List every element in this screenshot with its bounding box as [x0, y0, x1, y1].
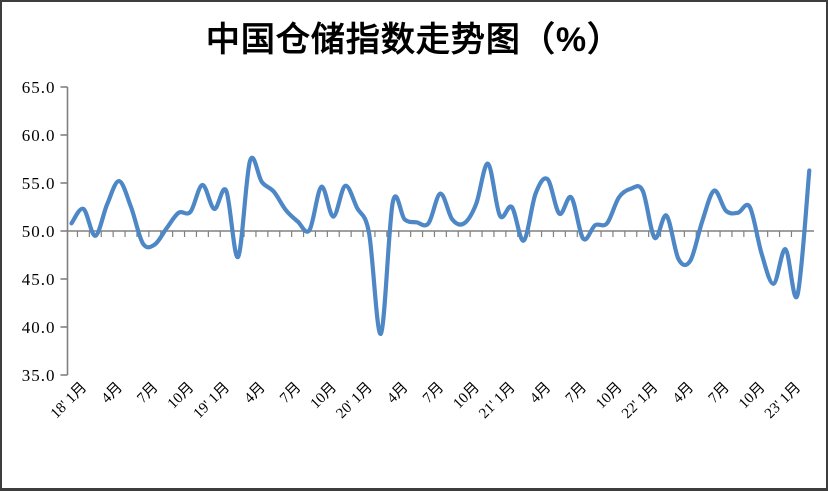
- x-axis-label: 10月: [165, 380, 198, 413]
- x-axis-label: 23' 1月: [762, 380, 804, 422]
- x-axis-label: 22' 1月: [619, 380, 661, 422]
- y-axis-label: 65.0: [22, 78, 56, 97]
- x-axis-label-group: 10月: [593, 380, 626, 413]
- x-axis-label-group: 23' 1月: [762, 380, 804, 422]
- x-axis-label: 10月: [593, 380, 626, 413]
- index-series-line: [69, 155, 812, 336]
- x-axis-label-group: 21' 1月: [476, 380, 518, 422]
- x-axis-label: 7月: [706, 380, 733, 407]
- x-axis-label-group: 19' 1月: [191, 380, 233, 422]
- x-axis-label-group: 7月: [134, 380, 161, 407]
- x-axis-label: 7月: [420, 380, 447, 407]
- x-axis-label: 18' 1月: [48, 380, 90, 422]
- x-axis-label-group: 4月: [670, 380, 697, 407]
- x-axis-label-group: 22' 1月: [619, 380, 661, 422]
- y-axis-label: 55.0: [22, 174, 56, 193]
- x-axis-label-group: 4月: [527, 380, 554, 407]
- y-axis-label: 35.0: [22, 366, 56, 385]
- x-axis-label: 19' 1月: [191, 380, 233, 422]
- x-axis-label-group: 7月: [420, 380, 447, 407]
- x-axis-label-group: 4月: [99, 380, 126, 407]
- x-axis-label: 7月: [563, 380, 590, 407]
- x-axis-label-group: 18' 1月: [48, 380, 90, 422]
- y-axis-label: 40.0: [22, 318, 56, 337]
- x-axis-label: 4月: [384, 380, 411, 407]
- x-axis-label: 4月: [99, 380, 126, 407]
- x-axis-label: 10月: [736, 380, 769, 413]
- y-axis-label: 60.0: [22, 126, 56, 145]
- x-axis-label-group: 10月: [308, 380, 341, 413]
- x-axis-label: 10月: [450, 380, 483, 413]
- x-axis-label-group: 7月: [277, 380, 304, 407]
- x-axis-label: 7月: [277, 380, 304, 407]
- x-axis-label: 4月: [527, 380, 554, 407]
- x-axis-label-group: 20' 1月: [333, 380, 375, 422]
- x-axis-label-group: 10月: [450, 380, 483, 413]
- x-axis-label-group: 10月: [736, 380, 769, 413]
- x-axis-label: 7月: [134, 380, 161, 407]
- x-axis-label-group: 7月: [563, 380, 590, 407]
- y-axis-label: 45.0: [22, 270, 56, 289]
- x-axis-label-group: 7月: [706, 380, 733, 407]
- x-axis-label: 4月: [670, 380, 697, 407]
- x-axis-label: 20' 1月: [333, 380, 375, 422]
- chart-title: 中国仓储指数走势图（%）: [205, 21, 623, 59]
- x-axis-label-group: 10月: [165, 380, 198, 413]
- x-axis-label: 21' 1月: [476, 380, 518, 422]
- x-axis-label-group: 4月: [241, 380, 268, 407]
- x-axis-label: 4月: [241, 380, 268, 407]
- x-axis-label: 10月: [308, 380, 341, 413]
- y-axis-label: 50.0: [22, 222, 56, 241]
- x-axis-label-group: 4月: [384, 380, 411, 407]
